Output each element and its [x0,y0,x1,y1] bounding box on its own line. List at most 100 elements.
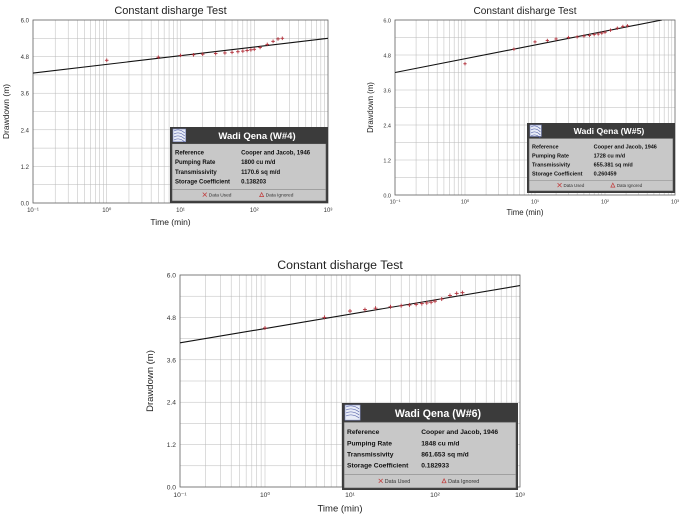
data-point [399,303,404,308]
y-tick-label: 6.0 [167,273,177,280]
info-row-label: Pumping Rate [347,440,392,447]
software-logo-icon [529,124,542,139]
data-point [252,47,257,52]
svg-text:Data Used: Data Used [209,193,232,199]
data-point [191,52,196,57]
software-logo-icon [344,404,361,421]
data-point [533,40,537,44]
data-point [554,37,558,41]
info-row-value: 0.138203 [241,180,267,186]
plot-frame [394,19,676,196]
chart-w5: Constant disharge Test 0.0 1.2 2.4 3.6 4.8 6.0… [355,0,685,230]
y-tick-label: 1.2 [21,165,30,171]
x-tick-label: 10⁻¹ [390,199,401,205]
data-point [545,38,549,43]
data-point [439,297,444,302]
info-row-label: Reference [347,429,380,436]
software-logo-icon [172,128,187,143]
data-point [429,300,434,305]
fit-line [180,285,520,344]
data-point [200,52,205,56]
info-row-value: 1800 cu m/d [241,160,276,166]
data-point [432,299,438,304]
data-point [625,24,630,28]
y-tick-label: 0.0 [383,194,391,200]
info-row-value: 0.260459 [594,171,617,177]
info-legend-item: Data Used [557,182,585,188]
data-point [241,49,245,53]
info-row-value: 1728 cu m/d [594,153,626,159]
data-point [276,37,280,41]
x-tick-label: 10⁻¹ [27,208,39,214]
data-point [347,309,353,314]
chart-title: Constant disharge Test [277,258,403,272]
y-tick-label: 0.0 [167,485,177,492]
data-point [262,325,268,331]
svg-text:Data Ignored: Data Ignored [617,183,643,188]
y-tick-label: 2.4 [167,400,177,407]
x-tick-label: 10⁰ [461,198,470,205]
info-row-label: Transmissivity [532,162,571,168]
data-point [280,36,285,41]
svg-text:Data Used: Data Used [385,479,410,485]
data-points [262,290,465,331]
info-legend-item: Data Ignored [441,478,479,485]
data-point [322,315,327,320]
x-tick-label: 10³ [671,199,679,205]
data-points [463,24,630,66]
chart-title: Constant disharge Test [473,6,576,17]
y-tick-label: 1.2 [167,442,177,449]
data-point [621,24,625,29]
data-points [104,36,285,63]
data-point [104,58,109,63]
y-tick-label: 2.4 [21,128,30,134]
y-tick-label: 2.4 [383,124,391,130]
y-tick-label: 3.6 [21,92,30,98]
info-box-title: Wadi Qena (W#5) [574,126,645,136]
x-tick-label: 10² [430,492,440,499]
x-tick-label: 10⁻¹ [173,492,187,499]
x-tick-label: 10¹ [345,492,355,499]
y-tick-label: 4.8 [167,315,177,322]
info-row-label: Storage Coefficient [532,171,583,177]
data-point [600,31,604,35]
chart-svg: Constant disharge Test 0.0 1.2 2.4 3.6 4.8 6.0… [1,5,333,227]
data-point [575,35,579,39]
info-row-value: Cooper and Jacob, 1946 [241,151,311,157]
data-point [460,290,465,295]
data-point [615,26,619,30]
x-axis-label: Time (min) [317,504,362,515]
x-axis-label: Time (min) [150,217,190,227]
data-point [512,47,516,51]
info-row-label: Storage Coefficient [347,463,409,470]
info-row-label: Transmissivity [347,451,394,458]
y-tick-label: 1.2 [383,159,391,165]
info-box: Wadi Qena (W#4) Reference Cooper and Jacob… [170,127,328,203]
x-tick-label: 10⁰ [260,491,270,499]
info-box-title: Wadi Qena (W#6) [395,408,481,420]
info-row-label: Storage Coefficient [175,180,230,186]
x-tick-label: 10¹ [176,208,185,214]
y-tick-label: 3.6 [383,89,391,95]
x-tick-label: 10³ [324,208,333,214]
data-point [156,55,161,60]
data-point [596,32,600,36]
info-row-value: 0.182933 [421,463,449,470]
data-point [245,48,249,53]
data-point [362,307,367,312]
y-tick-label: 3.6 [167,357,177,364]
svg-text:Data Ignored: Data Ignored [266,193,294,199]
y-axis-label: Drawdown (m) [366,82,375,133]
y-tick-label: 4.8 [21,55,30,61]
data-point [230,50,234,55]
info-row-value: 1848 cu m/d [421,440,459,447]
data-point [603,30,607,34]
y-tick-label: 4.8 [383,54,391,60]
info-row-value: 861.653 sq m/d [421,451,469,458]
data-point [419,301,424,306]
x-tick-label: 10² [250,208,259,214]
chart-svg: Constant disharge Test 0.0 1.2 2.4 3.6 4.8 6.0… [366,6,679,217]
info-row-value: Cooper and Jacob, 1946 [421,429,498,436]
data-point [592,32,596,37]
gridlines [179,274,520,488]
